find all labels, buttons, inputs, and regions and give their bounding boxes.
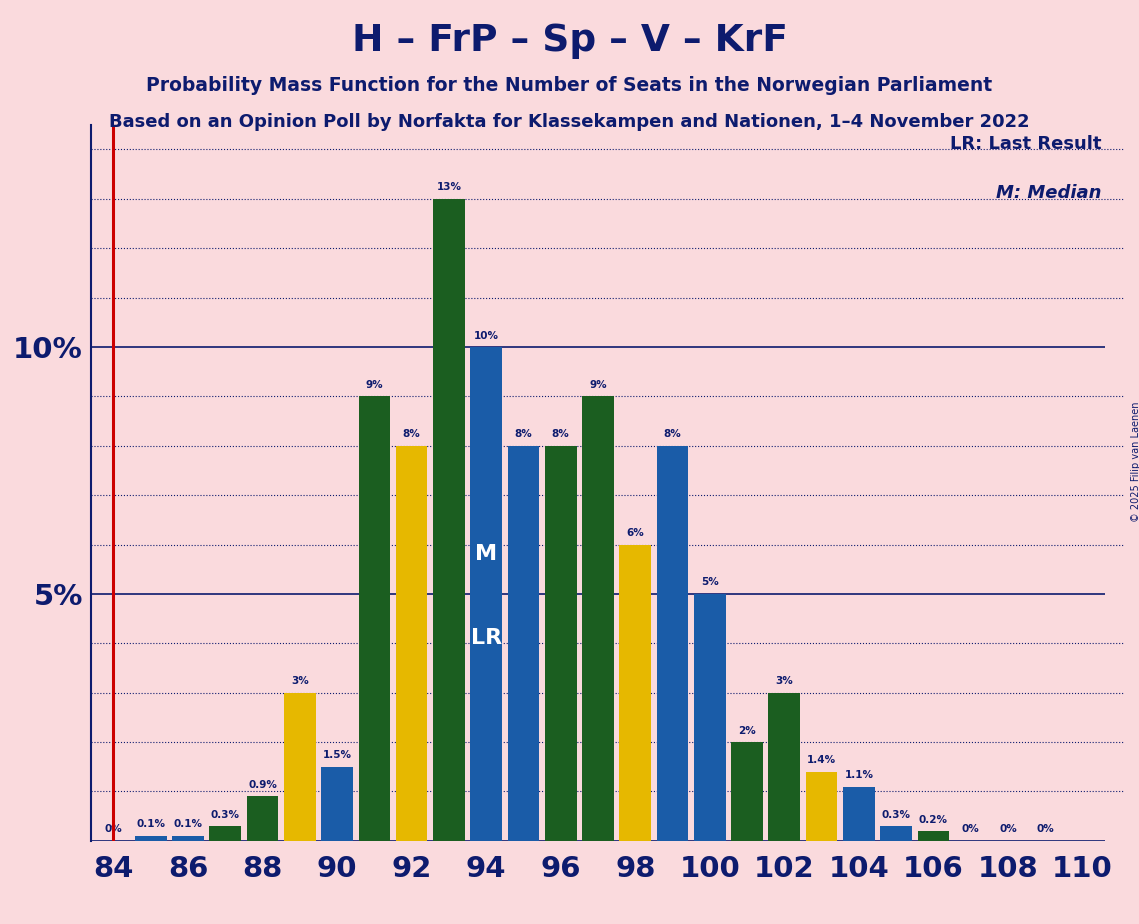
Text: 1.4%: 1.4% [808,755,836,765]
Text: M: Median: M: Median [995,184,1101,202]
Text: 0%: 0% [961,824,980,834]
Text: 6%: 6% [626,529,645,538]
Bar [544,445,576,841]
Text: 0.3%: 0.3% [211,809,240,820]
Bar [172,836,204,841]
Text: 0%: 0% [105,824,122,834]
Bar [433,199,465,841]
Bar [395,445,427,841]
Bar [508,445,539,841]
Text: Based on an Opinion Poll by Norfakta for Klassekampen and Nationen, 1–4 November: Based on an Opinion Poll by Norfakta for… [109,113,1030,130]
Text: LR: Last Result: LR: Last Result [950,135,1101,152]
Bar [769,693,801,841]
Bar [620,544,652,841]
Text: © 2025 Filip van Laenen: © 2025 Filip van Laenen [1131,402,1139,522]
Text: 3%: 3% [776,676,793,687]
Bar [321,767,353,841]
Bar [694,594,726,841]
Text: 8%: 8% [551,430,570,439]
Text: 1.5%: 1.5% [322,750,352,760]
Bar [134,836,166,841]
Text: 0.3%: 0.3% [882,809,910,820]
Bar [359,396,391,841]
Text: LR: LR [470,628,502,649]
Bar [918,831,949,841]
Bar [582,396,614,841]
Text: 8%: 8% [515,430,532,439]
Text: 9%: 9% [589,380,607,390]
Text: 8%: 8% [664,430,681,439]
Text: 0.9%: 0.9% [248,780,277,790]
Text: 0.1%: 0.1% [137,820,165,830]
Bar [731,742,763,841]
Bar [880,826,912,841]
Text: 9%: 9% [366,380,383,390]
Text: 5%: 5% [700,578,719,588]
Text: Probability Mass Function for the Number of Seats in the Norwegian Parliament: Probability Mass Function for the Number… [147,76,992,95]
Text: 0.1%: 0.1% [173,820,203,830]
Bar [843,786,875,841]
Text: 0.2%: 0.2% [919,815,948,824]
Bar [657,445,688,841]
Text: 0%: 0% [1036,824,1054,834]
Bar [247,796,278,841]
Text: 8%: 8% [403,430,420,439]
Text: 3%: 3% [290,676,309,687]
Text: M: M [475,544,498,565]
Bar [805,772,837,841]
Bar [284,693,316,841]
Bar [470,347,502,841]
Text: H – FrP – Sp – V – KrF: H – FrP – Sp – V – KrF [352,23,787,59]
Text: 2%: 2% [738,725,756,736]
Text: 0%: 0% [999,824,1017,834]
Text: 13%: 13% [436,182,461,192]
Text: 10%: 10% [474,331,499,341]
Bar [210,826,241,841]
Text: 1.1%: 1.1% [844,770,874,780]
